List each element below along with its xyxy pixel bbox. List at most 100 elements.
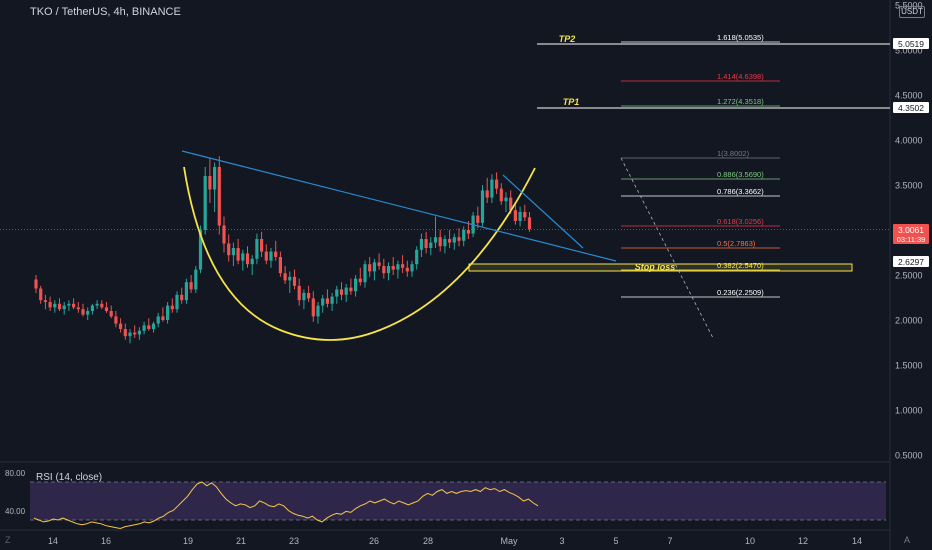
candle-body (401, 264, 405, 268)
x-tick-label: 10 (745, 536, 755, 546)
candle-body (518, 212, 522, 221)
candle-body (227, 243, 231, 256)
candle-body (76, 307, 80, 310)
fib-level-label: 0.382(2.5470) (717, 261, 764, 270)
candle-body (274, 251, 278, 257)
candle-body (495, 179, 499, 189)
candle-body (245, 253, 250, 265)
candle-body (443, 239, 447, 247)
price-tag (893, 224, 929, 244)
candle-body (292, 276, 297, 286)
candle-body (67, 303, 71, 306)
y-tick-label: 3.5000 (895, 181, 923, 191)
candle-body (43, 300, 47, 302)
candle-body (321, 298, 325, 306)
candle-body (499, 188, 503, 202)
candle-body (184, 282, 188, 301)
candle-body (255, 239, 259, 259)
candle-body (419, 239, 423, 250)
candle-body (415, 249, 419, 265)
candle-body (339, 289, 344, 295)
price-tag (893, 102, 929, 113)
candle-body (90, 305, 94, 311)
candle-body (189, 282, 193, 290)
y-tick-label: 1.5000 (895, 361, 923, 371)
candle-body (208, 176, 212, 190)
candle-body (119, 323, 123, 329)
candle-body (109, 311, 113, 317)
fib-level-label: 1(3.8002) (717, 149, 750, 158)
candle-body (198, 230, 203, 270)
candle-body (86, 311, 90, 315)
x-tick-label: 28 (423, 536, 433, 546)
candle-body (269, 251, 273, 261)
candle-body (264, 251, 268, 261)
price-tag-countdown: 03:11:39 (897, 235, 926, 244)
candle-body (391, 266, 395, 270)
candle-body (156, 316, 160, 324)
x-tick-label: 26 (369, 536, 379, 546)
stop-loss-label: Stop loss (635, 262, 676, 272)
candle-body (213, 167, 217, 190)
rsi-band (30, 482, 886, 520)
stop-loss-zone (468, 263, 853, 272)
candle-body (123, 329, 127, 337)
candle-body (142, 325, 146, 331)
price-tag-label: 4.3502 (898, 103, 924, 113)
candle-body (100, 303, 104, 308)
candle-body (180, 294, 184, 301)
candle-body (170, 305, 174, 310)
candle-body (476, 215, 480, 223)
candle-body (377, 262, 381, 266)
candle-body (194, 269, 198, 290)
x-tick-label: May (500, 536, 518, 546)
price-tag-label: 3.0061 (898, 225, 924, 235)
fib-level-label: 1.618(5.0535) (717, 33, 764, 42)
candle-body (349, 287, 353, 292)
candle-body (372, 262, 376, 272)
candle-body (325, 298, 329, 304)
descending-trendline (181, 150, 617, 262)
fib-level-label: 0.5(2.7863) (717, 239, 756, 248)
candle-body (241, 253, 245, 261)
candle-body (448, 239, 452, 243)
candle-body (386, 266, 391, 274)
timezone-icon[interactable]: Z (5, 535, 11, 545)
y-tick-label: 5.5000 (895, 1, 923, 11)
candle-body (288, 276, 292, 281)
x-tick-label: 7 (667, 536, 672, 546)
candle-body (39, 288, 43, 301)
x-tick-label: 23 (289, 536, 299, 546)
candle-body (509, 197, 513, 211)
candle-body (151, 323, 156, 329)
auto-scale-icon[interactable]: A (904, 535, 911, 545)
rsi-line (33, 481, 539, 530)
short-trendline (502, 174, 584, 249)
candle-body (311, 298, 315, 317)
candle-body (429, 242, 433, 248)
currency-selector[interactable]: USDT (899, 6, 925, 18)
symbol-title[interactable]: TKO / TetherUS, 4h, BINANCE (30, 6, 181, 18)
candle-body (438, 237, 442, 247)
y-tick-label: 2.5000 (895, 271, 923, 281)
candle-body (57, 303, 62, 310)
candle-body (250, 258, 254, 265)
x-tick-label: 16 (101, 536, 111, 546)
candle-body (330, 296, 334, 304)
fib-level-label: 0.886(3.5690) (717, 170, 764, 179)
candle-body (161, 316, 165, 320)
candle-body (410, 264, 414, 272)
y-tick-label: 5.0000 (895, 46, 923, 56)
candle-body (231, 248, 235, 256)
candle-body (363, 264, 367, 283)
candle-body (166, 305, 170, 320)
candle-body (335, 289, 339, 297)
candle-body (382, 266, 386, 274)
fib-level-label: 0.786(3.3662) (717, 187, 764, 196)
candle-body (344, 287, 348, 295)
candle-body (278, 257, 282, 274)
rsi-indicator-label[interactable]: RSI (14, close) (36, 472, 103, 483)
candle-body (147, 325, 151, 329)
candle-body (283, 273, 287, 281)
